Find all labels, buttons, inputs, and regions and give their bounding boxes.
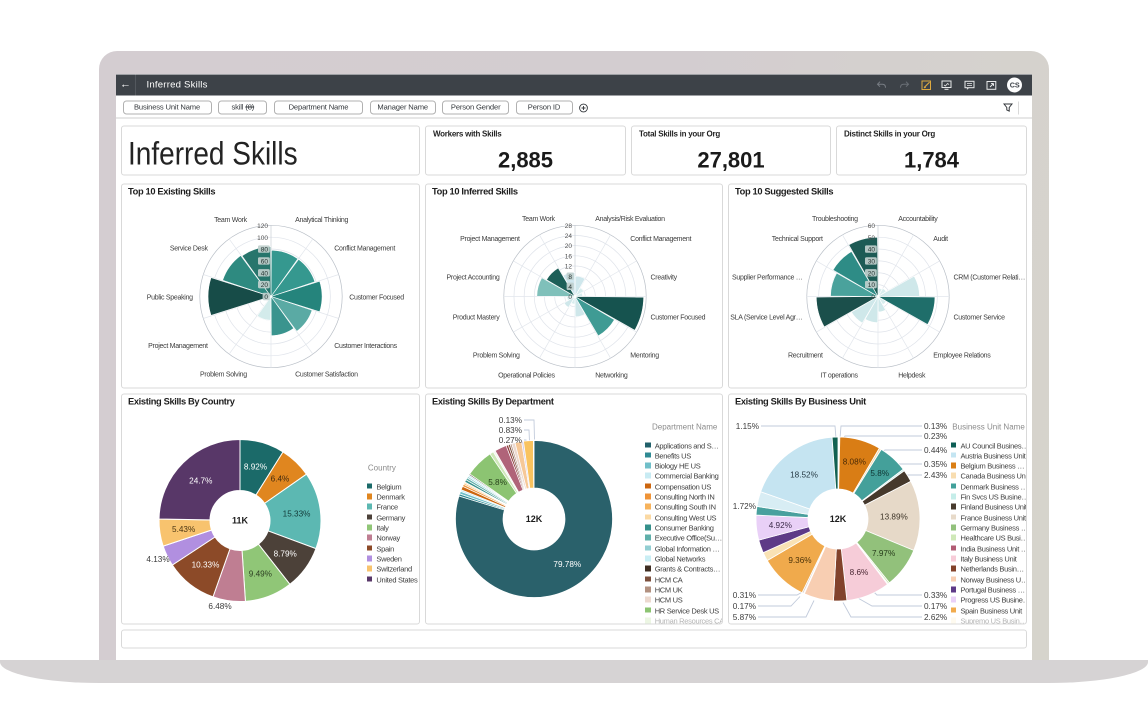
svg-text:IT operations: IT operations [821,372,859,379]
svg-text:8.08%: 8.08% [843,457,866,466]
svg-text:120: 120 [257,222,268,229]
svg-text:15.33%: 15.33% [283,509,311,518]
svg-text:10.33%: 10.33% [192,560,220,569]
svg-text:Audit: Audit [933,236,948,243]
svg-text:4.13%: 4.13% [146,555,169,564]
svg-text:Problem Solving: Problem Solving [473,352,520,359]
svg-text:Customer Focused: Customer Focused [651,314,706,321]
svg-text:9.49%: 9.49% [249,569,272,578]
svg-text:0.83%: 0.83% [499,426,522,435]
svg-text:Analysis/Risk Evaluation: Analysis/Risk Evaluation [595,215,665,222]
svg-text:20: 20 [565,243,573,250]
svg-text:50: 50 [868,234,876,241]
svg-text:0.35%: 0.35% [924,460,947,469]
svg-text:Conflict Management: Conflict Management [334,245,395,252]
svg-text:18.52%: 18.52% [790,470,818,479]
svg-text:24: 24 [565,233,573,240]
svg-text:0.44%: 0.44% [924,446,947,455]
svg-text:0: 0 [264,294,268,301]
svg-text:7.97%: 7.97% [872,549,895,558]
svg-text:Service Desk: Service Desk [170,245,209,252]
svg-text:4: 4 [568,283,572,290]
svg-text:12K: 12K [830,514,847,524]
svg-text:80: 80 [261,246,269,253]
svg-text:Customer Service: Customer Service [954,314,1006,321]
svg-text:4.92%: 4.92% [769,521,792,530]
svg-text:0: 0 [871,294,875,301]
svg-text:Project Management: Project Management [460,236,520,243]
svg-text:6.4%: 6.4% [271,474,290,483]
svg-text:Customer Interactions: Customer Interactions [334,343,397,350]
svg-text:0.13%: 0.13% [924,422,947,431]
svg-text:Public Speaking: Public Speaking [147,294,193,301]
svg-text:20: 20 [868,270,876,277]
svg-text:5.43%: 5.43% [172,525,195,534]
svg-text:24.7%: 24.7% [189,476,212,485]
svg-text:2.43%: 2.43% [924,471,947,480]
svg-text:Recruitment: Recruitment [788,352,823,359]
svg-text:Product Mastery: Product Mastery [453,314,501,321]
svg-text:Networking: Networking [595,372,628,379]
svg-text:Accountability: Accountability [898,215,938,222]
svg-text:Helpdesk: Helpdesk [898,372,926,379]
svg-text:8.92%: 8.92% [244,462,267,471]
svg-text:10: 10 [868,282,876,289]
svg-text:0.13%: 0.13% [499,416,522,425]
svg-text:Team Work: Team Work [214,217,248,224]
svg-text:28: 28 [565,222,573,229]
svg-text:40: 40 [868,246,876,253]
svg-text:16: 16 [565,253,573,260]
svg-text:5.8%: 5.8% [488,477,507,486]
svg-text:Team Work: Team Work [522,215,556,222]
svg-text:60: 60 [868,222,876,229]
svg-text:79.78%: 79.78% [553,560,581,569]
svg-text:Operational Policies: Operational Policies [498,372,555,379]
svg-text:0.31%: 0.31% [733,591,756,600]
svg-text:8.6%: 8.6% [850,567,869,576]
svg-text:1.72%: 1.72% [733,502,756,511]
svg-text:5.87%: 5.87% [733,613,756,622]
svg-text:CRM (Customer Relati…: CRM (Customer Relati… [954,274,1026,281]
svg-text:0.17%: 0.17% [733,602,756,611]
svg-text:Customer Focused: Customer Focused [349,294,404,301]
svg-text:Mentoring: Mentoring [630,352,659,359]
svg-text:Analytical Thinking: Analytical Thinking [295,217,348,224]
svg-text:Creativity: Creativity [651,274,678,281]
svg-text:100: 100 [257,234,268,241]
svg-text:12K: 12K [526,514,543,524]
svg-text:60: 60 [261,258,269,265]
svg-text:Project Accounting: Project Accounting [447,274,500,281]
svg-text:20: 20 [261,282,269,289]
svg-text:12: 12 [565,263,573,270]
svg-text:0.23%: 0.23% [924,432,947,441]
svg-text:30: 30 [868,258,876,265]
svg-text:11K: 11K [232,515,249,525]
svg-text:6.48%: 6.48% [208,602,231,611]
svg-text:5.8%: 5.8% [870,469,889,478]
svg-text:13.89%: 13.89% [880,512,908,521]
svg-text:Employee Relations: Employee Relations [933,352,991,359]
svg-text:9.36%: 9.36% [788,556,811,565]
svg-text:1.15%: 1.15% [736,422,759,431]
svg-text:8: 8 [568,273,572,280]
svg-text:Technical Support: Technical Support [772,236,823,243]
svg-text:0.27%: 0.27% [499,436,522,445]
svg-text:Problem Solving: Problem Solving [200,371,247,378]
svg-text:Project Management: Project Management [148,343,208,350]
svg-text:Supplier Performance …: Supplier Performance … [732,274,803,281]
svg-text:0.33%: 0.33% [924,591,947,600]
svg-text:SLA (Service Level Agr…: SLA (Service Level Agr… [730,314,802,321]
svg-text:Customer Satisfaction: Customer Satisfaction [295,371,358,378]
svg-text:0: 0 [568,294,572,301]
svg-text:Troubleshooting: Troubleshooting [812,215,858,222]
svg-text:8.79%: 8.79% [274,549,297,558]
svg-text:Conflict Management: Conflict Management [630,236,691,243]
svg-text:2.62%: 2.62% [924,613,947,622]
svg-text:40: 40 [261,270,269,277]
svg-text:0.17%: 0.17% [924,602,947,611]
